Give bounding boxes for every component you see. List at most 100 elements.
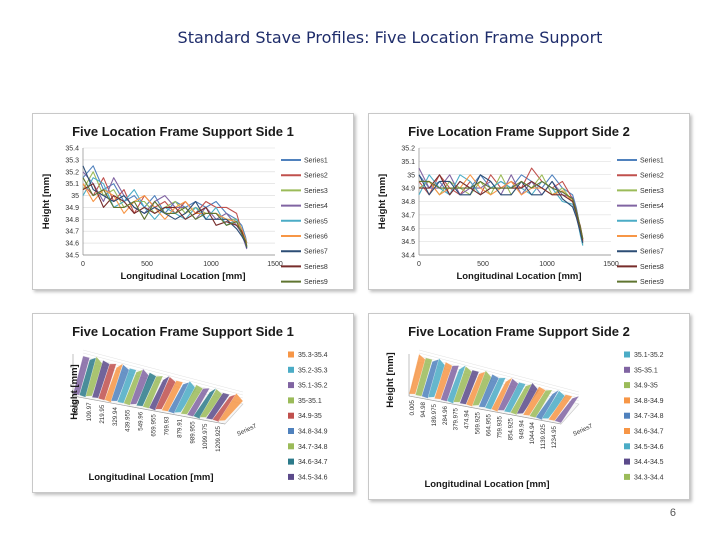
y-tick-label: 35.3 [65,157,79,164]
legend-swatch [624,366,630,373]
x-tick-label: 109.97 [86,402,93,421]
surface-patch [123,369,144,406]
legend-swatch [288,351,294,358]
legend-entry: Series2 [304,173,328,180]
chart-side1-surface: Five Location Frame Support Side 1 0.005 1… [69,324,328,483]
surface-patch [110,364,130,402]
gridline [418,349,580,393]
surface-patch [408,353,426,395]
legend-swatch [624,443,630,450]
x-tick-label: 659.955 [151,414,158,437]
slide-title: Standard Stave Profiles: Five Location F… [177,28,603,47]
y-tick-label: 34.7 [401,212,415,219]
page-number: 6 [669,507,676,519]
x-tick-label: 1000 [539,261,555,268]
series-line [419,180,584,240]
legend-entry: 34.6-34.7 [298,459,328,466]
y-tick-label: 34.6 [401,226,415,233]
y-tick-label: 35.1 [65,181,79,188]
chart-side2-line: Five Location Frame Support Side 2 35.2 35… [377,124,664,286]
surface-patch [554,395,580,424]
x-tick-label: 569.925 [475,411,482,434]
gridline [418,352,580,396]
legend-swatch [624,397,630,404]
series-line [82,177,248,247]
y-axis-label: Height [mm] [41,174,52,229]
surface-patch [180,384,204,415]
y-tick-label: 34.9 [401,186,415,193]
legend-entry: Series1 [640,158,664,165]
chart-side1-line: Five Location Frame Support Side 1 35.4 35… [41,124,328,286]
x-axis-label: Longitudinal Location [mm] [424,479,549,490]
legend-swatch [624,382,630,389]
y-tick-label: 34.5 [401,239,415,246]
surface-patch [510,383,533,416]
surface-patch [434,361,453,400]
chart-side2-surface: Five Location Frame Support Side 2 0.005 9… [385,324,664,490]
gridline [82,349,244,393]
legend-entry: Series8 [640,264,664,271]
surface-patch [212,393,237,423]
depth-axis-label: Series7 [236,422,258,437]
x-tick-label: 1209.925 [215,425,222,451]
legend-entry: Series5 [304,218,328,225]
x-tick-label: 94.98 [420,401,427,417]
surface-patch [155,376,177,410]
x-tick-label: 0 [81,261,85,268]
legend-swatch [288,412,294,419]
legend-swatch [624,473,630,480]
x-axis-label: Longitudinal Location [mm] [120,271,245,282]
x-axis-label: Longitudinal Location [mm] [456,271,581,282]
y-tick-label: 35 [71,193,79,200]
x-tick-label: 989.955 [189,421,196,444]
x-tick-label: 379.975 [453,407,460,430]
y-tick-label: 34.8 [401,199,415,206]
chart-title: Five Location Frame Support Side 1 [72,324,294,339]
x-tick-label: 1099.975 [202,423,209,449]
legend-entry: Series9 [640,279,664,286]
y-axis-label: Height [mm] [385,352,396,407]
x-tick-label: 854.925 [507,417,514,440]
legend-entry: 34.7-34.8 [298,444,328,451]
series-line [418,174,584,245]
surface-patch [421,359,440,399]
x-tick-label: 1500 [603,261,619,268]
legend-swatch [288,366,294,373]
chart-panel-side2-surface: Five Location Frame Support Side 2 0.005 9… [368,313,690,500]
series-line [418,174,584,246]
x-tick-label: 0.005 [73,399,80,415]
legend-entry: Series8 [304,264,328,271]
legend-entry: 34.5-34.6 [298,474,328,481]
x-tick-label: 769.93 [163,416,170,435]
surface-patch [85,356,104,397]
surface-patch [478,374,500,408]
surface-patch [484,377,506,410]
y-axis-label: Height [mm] [69,364,80,419]
series-line [82,171,248,248]
x-tick-label: 439.955 [125,409,132,432]
surface-patch [491,377,513,413]
surface-patch [142,375,164,409]
surface-patch [167,381,190,414]
surface-patch [136,372,157,407]
legend-entry: Series5 [640,218,664,225]
x-tick-label: 284.96 [442,405,449,424]
surface-patch [129,368,150,405]
chart-title: Five Location Frame Support Side 1 [72,124,294,139]
legend-entry: Series3 [640,188,664,195]
legend-entry: 35.1-35.2 [634,352,664,359]
y-tick-label: 35.1 [401,159,415,166]
legend-entry: Series4 [304,203,328,210]
surface-patch [535,389,560,421]
legend-swatch [624,412,630,419]
series-line [418,174,584,244]
legend-entry: 35-35.1 [298,398,322,405]
legend-entry: 34.6-34.7 [634,429,664,436]
legend-entry: 34.9-35 [634,383,658,390]
series-line [82,165,248,249]
y-tick-label: 35.2 [401,146,415,153]
series-line [418,174,584,242]
x-tick-label: 0 [417,261,421,268]
legend-entry: 34.4-34.5 [634,459,664,466]
legend-entry: Series4 [640,203,664,210]
